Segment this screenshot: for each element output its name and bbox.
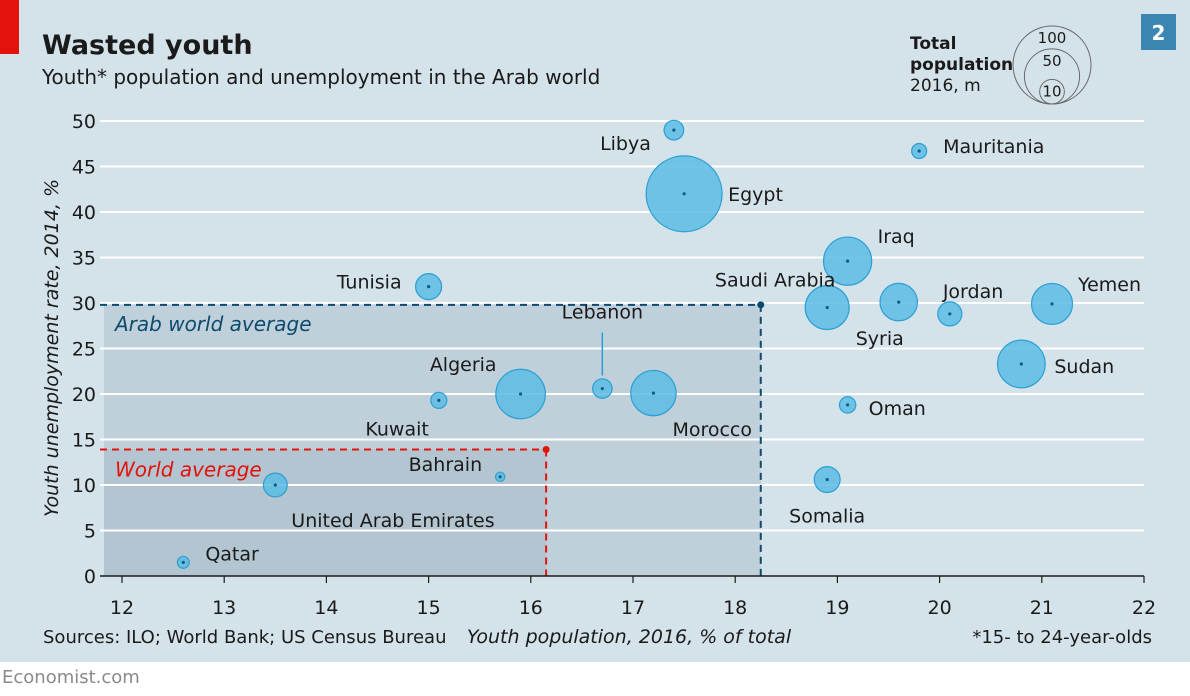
label-saudi-arabia: Saudi Arabia [715,270,836,292]
label-oman: Oman [869,398,926,420]
chart-subtitle: Youth* population and unemployment in th… [41,65,600,89]
bubble-dot-morocco [651,391,656,395]
label-egypt: Egypt [728,184,783,206]
size-legend-circles: 100 50 10 [1012,25,1092,105]
axes: 0 5 10 15 20 25 30 35 40 45 50 12 13 14 15 16 17 18 19 20 21… [72,111,1156,619]
bubble-dot-bahrain [498,475,502,479]
label-bahrain: Bahrain [409,454,483,476]
x-tick-13: 13 [212,597,236,619]
label-libya: Libya [600,133,651,155]
size-legend-title-1: Total [910,34,956,54]
country-labels: Libya Egypt Mauritania Iraq Tunisia Saudi Ara… [205,133,1141,565]
label-united-arab-emirates: United Arab Emirates [291,510,494,532]
size-legend-value-50: 50 [1042,52,1061,70]
label-tunisia: Tunisia [336,272,402,294]
size-legend-circle-10 [1039,78,1065,105]
bubble-dot-libya [672,128,676,132]
y-tick-0: 0 [84,566,96,588]
label-morocco: Morocco [672,419,752,441]
sources: Sources: ILO; World Bank; US Census Bure… [43,627,446,648]
bubbles [176,119,1074,569]
ref-world-average-point [542,446,550,454]
size-legend-title-3: 2016, m [910,76,981,96]
y-tick-10: 10 [72,475,96,497]
size-legend: Total population 2016, m 100 50 10 [910,25,1092,105]
bubble-dot-egypt [682,192,686,196]
bubble-dot-somalia [825,477,829,482]
bubble-dot-qatar [181,560,185,564]
ref-arab-world-average-point [757,301,765,309]
size-legend-value-100: 100 [1038,29,1067,47]
bubble-dot-united-arab-emirates [273,483,277,487]
chart-background [0,0,1190,662]
label-mauritania: Mauritania [943,136,1044,158]
bubble-dot-mauritania [917,149,921,153]
y-tick-45: 45 [72,157,96,179]
bubble-dot-sudan [1019,362,1023,366]
bubble-dot-tunisia [427,285,431,289]
label-jordan: Jordan [942,281,1003,303]
label-syria: Syria [856,328,904,350]
chart-title: Wasted youth [42,30,253,61]
reference-lines: Arab world average World average [100,301,765,576]
chart-badge-label: 2 [1152,21,1166,45]
chart-badge [1141,14,1176,50]
label-somalia: Somalia [789,506,865,528]
label-yemen: Yemen [1077,274,1141,296]
brand: Economist.com [2,667,140,688]
size-legend-value-10: 10 [1042,82,1061,100]
label-kuwait: Kuwait [365,418,428,440]
label-lebanon: Lebanon [562,302,643,324]
label-qatar: Qatar [205,543,259,565]
y-tick-30: 30 [72,293,96,315]
bubble-dot-iraq [846,259,850,263]
ref-world-average-label: World average [115,458,262,482]
bubble-dot-saudi-arabia [825,305,829,310]
x-tick-18: 18 [723,597,747,619]
bubble-dot-kuwait [437,398,441,402]
bubble-dot-algeria [518,392,523,396]
accent-bar [0,0,19,54]
x-axis-label: Youth population, 2016, % of total [467,626,792,648]
bubble-dot-syria [897,300,901,304]
x-tick-14: 14 [314,597,338,619]
x-tick-21: 21 [1030,597,1054,619]
label-sudan: Sudan [1054,356,1114,378]
label-algeria: Algeria [430,354,497,376]
label-iraq: Iraq [878,226,915,248]
x-tick-16: 16 [519,597,543,619]
x-tick-19: 19 [825,597,849,619]
y-tick-40: 40 [72,202,96,224]
x-tick-22: 22 [1132,597,1156,619]
bubble-dot-lebanon [600,386,604,391]
x-tick-17: 17 [621,597,645,619]
bubble-dot-oman [846,403,850,407]
y-tick-35: 35 [72,248,96,270]
x-tick-15: 15 [417,597,441,619]
y-tick-20: 20 [72,384,96,406]
y-tick-5: 5 [84,521,96,543]
y-tick-15: 15 [72,430,96,452]
x-tick-12: 12 [110,597,134,619]
footnote: *15- to 24-year-olds [972,627,1152,648]
world-average-area [104,449,547,576]
y-tick-50: 50 [72,111,96,133]
x-tick-20: 20 [928,597,952,619]
gridlines [100,120,1144,532]
size-legend-title-2: population [910,55,1013,75]
bubble-dot-yemen [1050,302,1054,306]
ref-arab-world-average-label: Arab world average [113,312,312,336]
y-tick-25: 25 [72,339,96,361]
bubble-dot-jordan [948,312,952,316]
y-axis-label: Youth unemployment rate, 2014, % [41,179,63,517]
